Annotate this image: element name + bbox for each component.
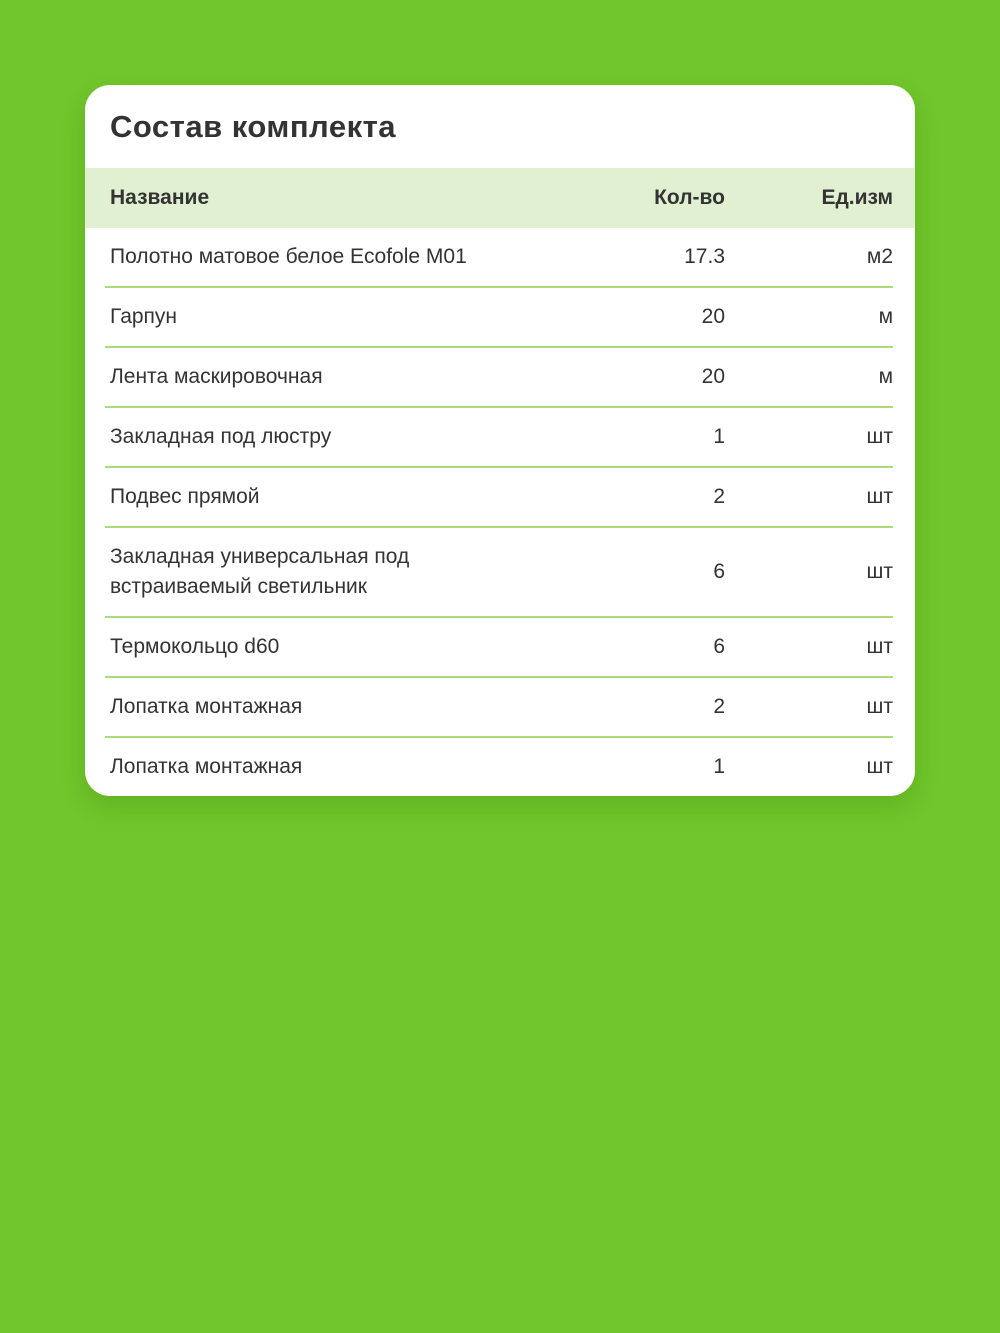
item-unit: шт	[866, 560, 893, 583]
table-row: Гарпун 20 м	[105, 288, 893, 348]
item-qty: 17.3	[684, 245, 725, 268]
page-title: Состав комплекта	[110, 109, 397, 144]
item-name: Лопатка монтажная	[110, 755, 303, 778]
item-name: Подвес прямой	[110, 485, 260, 508]
item-name: Гарпун	[110, 305, 178, 328]
item-unit: м2	[866, 245, 893, 268]
table-body: Полотно матовое белое Ecofole M01 17.3 м2 Г…	[85, 228, 915, 796]
item-name: Полотно матовое белое Ecofole M01	[110, 245, 467, 268]
item-unit: м	[878, 365, 893, 388]
item-qty: 20	[701, 305, 725, 328]
item-name: Закладная под люстру	[110, 425, 332, 448]
item-unit: шт	[866, 755, 893, 778]
column-header-qty: Кол-во	[654, 186, 725, 209]
item-unit: шт	[866, 635, 893, 658]
column-header-name: Название	[110, 186, 210, 209]
item-qty: 6	[713, 635, 725, 658]
table-row: Лопатка монтажная 1 шт	[105, 738, 893, 796]
table-row: Лента маскировочная 20 м	[105, 348, 893, 408]
column-header-unit: Ед.изм	[821, 186, 893, 209]
item-qty: 20	[701, 365, 725, 388]
kit-composition-card: Состав комплекта Название Кол-во Ед.изм …	[85, 85, 915, 796]
item-qty: 2	[713, 485, 725, 508]
table-row: Термокольцо d60 6 шт	[105, 618, 893, 678]
card-header: Состав комплекта	[85, 85, 915, 168]
table-row: Закладная универсальная под встраиваемый…	[105, 528, 893, 618]
table-header-row: Название Кол-во Ед.изм	[85, 168, 915, 228]
item-qty: 2	[713, 695, 725, 718]
item-name: Лента маскировочная	[110, 365, 323, 388]
table-row: Полотно матовое белое Ecofole M01 17.3 м2	[105, 228, 893, 288]
item-name: Термокольцо d60	[110, 635, 280, 658]
item-unit: шт	[866, 485, 893, 508]
item-unit: шт	[866, 425, 893, 448]
table-row: Закладная под люстру 1 шт	[105, 408, 893, 468]
table-row: Подвес прямой 2 шт	[105, 468, 893, 528]
item-qty: 1	[713, 425, 725, 448]
item-qty: 1	[713, 755, 725, 778]
item-name: Лопатка монтажная	[110, 695, 303, 718]
item-unit: шт	[866, 695, 893, 718]
item-unit: м	[878, 305, 893, 328]
table-row: Лопатка монтажная 2 шт	[105, 678, 893, 738]
item-qty: 6	[713, 560, 725, 583]
item-name: Закладная универсальная под встраиваемый…	[110, 545, 410, 598]
